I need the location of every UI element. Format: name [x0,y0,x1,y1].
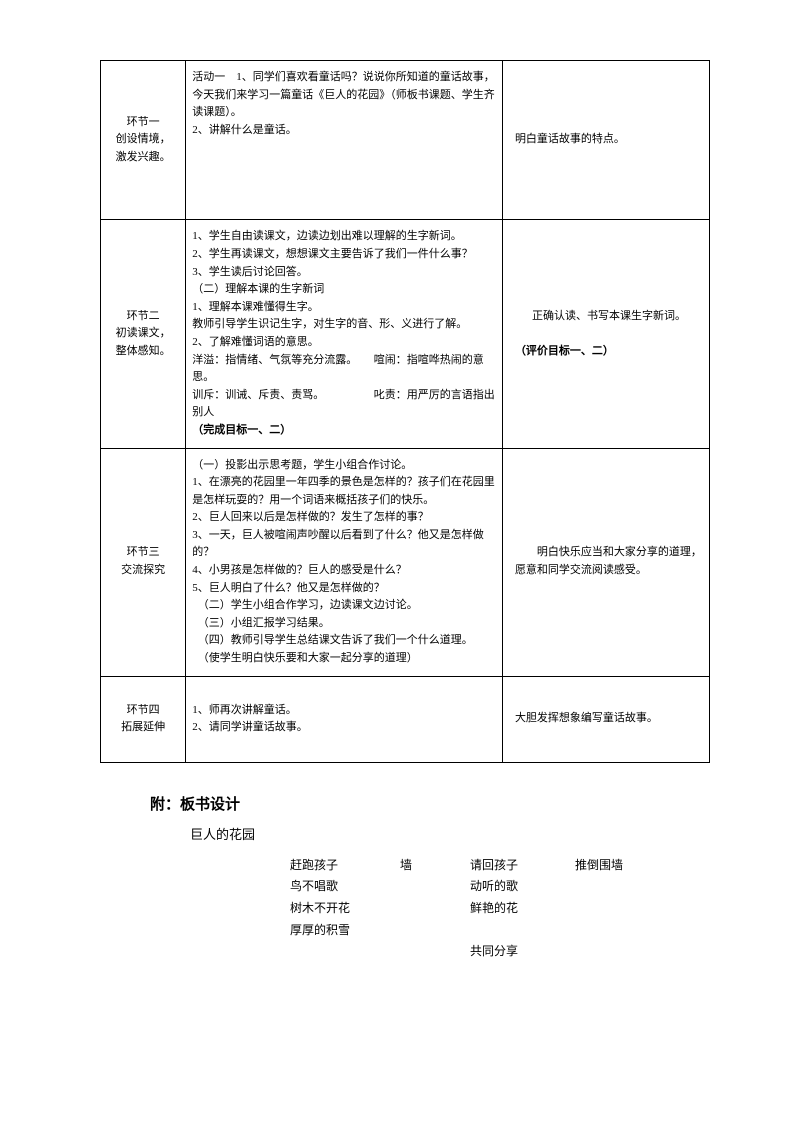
board-row: 赶跑孩子 墙 请回孩子 推倒围墙 [290,855,710,877]
board-cell [400,876,470,898]
activity-line: （二）理解本课的生字新词 [192,283,324,295]
board-design: 赶跑孩子 墙 请回孩子 推倒围墙 鸟不唱歌 动听的歌 树木不开花 鲜艳的花 厚厚… [290,855,710,963]
activity-cell: 1、师再次讲解童话。2、请同学讲童话故事。 [186,676,503,762]
board-cell: 树木不开花 [290,898,400,920]
board-cell: 动听的歌 [470,876,575,898]
activity-line: 3、学生读后讨论回答。 [192,266,308,278]
board-cell: 鸟不唱歌 [290,876,400,898]
board-cell [400,920,470,942]
board-row: 厚厚的积雪 [290,920,710,942]
appendix-subtitle: 巨人的花园 [190,824,710,843]
stage-label: 环节四拓展延伸 [121,704,165,734]
board-cell [470,920,575,942]
board-cell [575,920,675,942]
activity-line: 2、学生再读课文，想想课文主要告诉了我们一件什么事？ [192,248,473,260]
activity-line: 教师引导学生识记生字，对生字的音、形、义进行了解。 [192,318,467,330]
eval-bold: （评价目标一、二） [515,345,614,357]
table-row: 环节一创设情境，激发兴趣。 活动一 1、同学们喜欢看童话吗？说说你所知道的童话故… [101,61,710,220]
eval-cell: 明白快乐应当和大家分享的道理，愿意和同学交流阅读感受。 [502,448,709,676]
eval-cell: 正确认读、书写本课生字新词。 （评价目标一、二） [502,220,709,448]
activity-text: 活动一 1、同学们喜欢看童话吗？说说你所知道的童话故事，今天我们来学习一篇童话《… [192,71,495,136]
board-cell [400,941,470,963]
appendix-title: 附：板书设计 [150,793,710,814]
board-cell: 推倒围墙 [575,855,675,877]
eval-text: 明白童话故事的特点。 [515,133,625,145]
board-cell [290,941,400,963]
board-row: 鸟不唱歌 动听的歌 [290,876,710,898]
board-cell: 厚厚的积雪 [290,920,400,942]
eval-text: 大胆发挥想象编写童话故事。 [515,712,658,724]
activity-cell: 活动一 1、同学们喜欢看童话吗？说说你所知道的童话故事，今天我们来学习一篇童话《… [186,61,503,220]
activity-line: 1、在漂亮的花园里一年四季的景色是怎样的？孩子们在花园里是怎样玩耍的？用一个词语… [192,476,495,506]
activity-line: 2、巨人回来以后是怎样做的？发生了怎样的事？ [192,511,429,523]
stage-cell: 环节一创设情境，激发兴趣。 [101,61,186,220]
table-row: 环节二初读课文，整体感知。 1、学生自由读课文，边读边划出难以理解的生字新词。 … [101,220,710,448]
activity-line: 1、理解本课难懂得生字。 [192,301,319,313]
board-cell [400,898,470,920]
board-cell [575,941,675,963]
eval-text: 正确认读、书写本课生字新词。 [515,308,703,326]
stage-label: 环节二初读课文，整体感知。 [116,310,171,357]
activity-cell: （一）投影出示思考题，学生小组合作讨论。 1、在漂亮的花园里一年四季的景色是怎样… [186,448,503,676]
eval-cell: 明白童话故事的特点。 [502,61,709,220]
activity-line: 3、一天，巨人被喧闹声吵醒以后看到了什么？他又是怎样做的？ [192,529,484,559]
table-row: 环节三交流探究 （一）投影出示思考题，学生小组合作讨论。 1、在漂亮的花园里一年… [101,448,710,676]
board-cell: 请回孩子 [470,855,575,877]
activity-cell: 1、学生自由读课文，边读边划出难以理解的生字新词。 2、学生再读课文，想想课文主… [186,220,503,448]
board-row: 共同分享 [290,941,710,963]
table-row: 环节四拓展延伸 1、师再次讲解童话。2、请同学讲童话故事。 大胆发挥想象编写童话… [101,676,710,762]
board-cell: 墙 [400,855,470,877]
stage-label: 环节一创设情境，激发兴趣。 [116,116,171,163]
stage-label: 环节三交流探究 [121,546,165,576]
activity-line: （四）教师引导学生总结课文告诉了我们一个什么道理。 [192,634,473,646]
activity-line: 训斥：训诫、斥责、责骂。 叱责：用严厉的言语指出别人 [192,389,495,419]
board-cell [575,876,675,898]
activity-line: 洋溢：指情绪、气氛等充分流露。 喧闹：指喧哗热闹的意思。 [192,354,484,384]
activity-line: 2、了解难懂词语的意思。 [192,336,319,348]
activity-line: （三）小组汇报学习结果。 [192,617,330,629]
activity-line: （使学生明白快乐要和大家一起分享的道理） [192,652,418,664]
activity-line: （二）学生小组合作学习，边读课文边讨论。 [192,599,418,611]
stage-cell: 环节二初读课文，整体感知。 [101,220,186,448]
activity-line: 4、小男孩是怎样做的？巨人的感受是什么？ [192,564,407,576]
board-cell [575,898,675,920]
stage-cell: 环节四拓展延伸 [101,676,186,762]
activity-text: 1、师再次讲解童话。2、请同学讲童话故事。 [192,704,308,734]
board-row: 树木不开花 鲜艳的花 [290,898,710,920]
board-cell: 赶跑孩子 [290,855,400,877]
stage-cell: 环节三交流探究 [101,448,186,676]
activity-line: （一）投影出示思考题，学生小组合作讨论。 [192,459,412,471]
board-cell: 鲜艳的花 [470,898,575,920]
board-cell: 共同分享 [470,941,575,963]
lesson-plan-table: 环节一创设情境，激发兴趣。 活动一 1、同学们喜欢看童话吗？说说你所知道的童话故… [100,60,710,763]
eval-cell: 大胆发挥想象编写童话故事。 [502,676,709,762]
activity-line: 1、学生自由读课文，边读边划出难以理解的生字新词。 [192,230,462,242]
eval-text: 明白快乐应当和大家分享的道理，愿意和同学交流阅读感受。 [515,546,702,576]
activity-line: 5、巨人明白了什么？他又是怎样做的？ [192,582,385,594]
activity-bold: （完成目标一、二） [192,424,291,436]
